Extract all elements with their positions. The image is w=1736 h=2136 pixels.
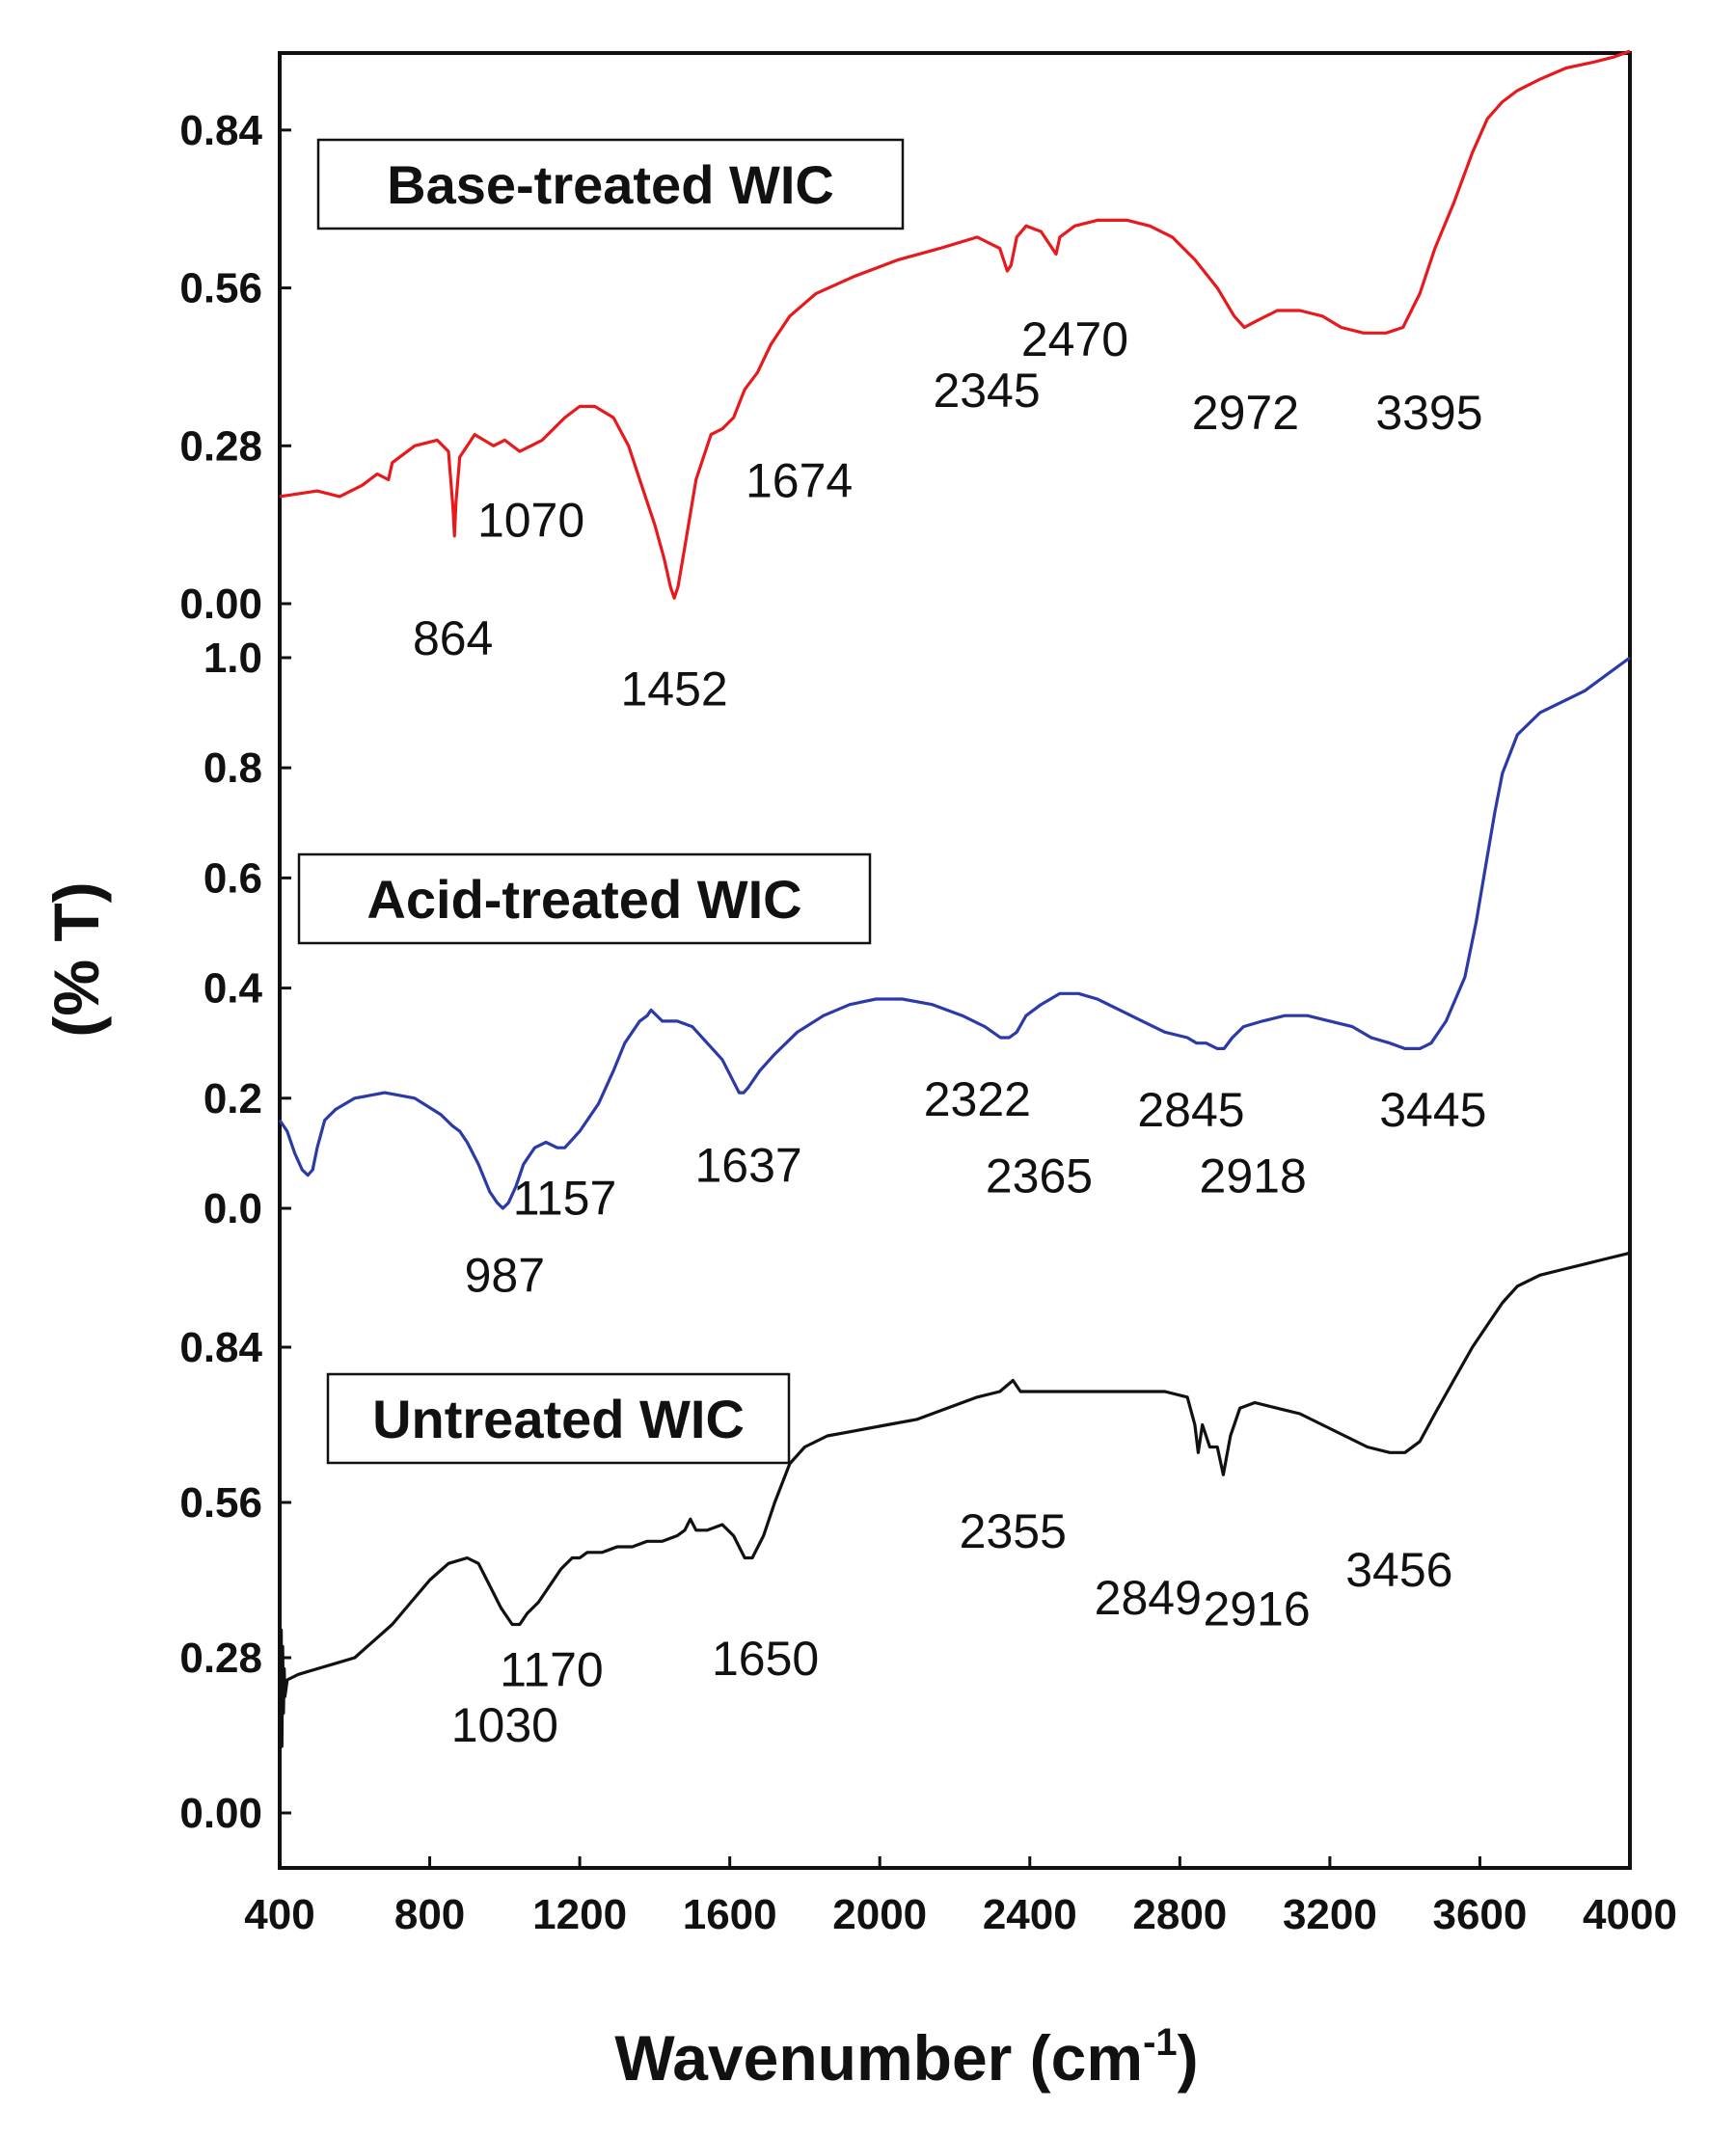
y-tick-label: 0.8 xyxy=(203,744,262,792)
x-tick-label: 2000 xyxy=(832,1891,927,1938)
peak-label: 1030 xyxy=(451,1698,558,1752)
x-tick-label: 400 xyxy=(244,1891,314,1938)
peak-label: 1170 xyxy=(500,1643,604,1697)
x-axis: 400 800 1200 1600 2000 2400 2800 3200 3600 4000 xyxy=(244,1856,1677,1938)
panels-layer: 0.00 0.28 0.56 0.84 Base-treated WIC 864 1070 1… xyxy=(179,49,1631,1837)
y-tick-label: 0.2 xyxy=(203,1075,262,1122)
peak-label: 2849 xyxy=(1095,1571,1202,1625)
x-axis-title: Wavenumber (cm-1) xyxy=(614,2021,1198,2094)
peak-label: 1637 xyxy=(694,1138,801,1192)
x-tick-label: 2800 xyxy=(1132,1891,1227,1938)
series-name-label: Untreated WIC xyxy=(372,1389,745,1449)
peak-label: 987 xyxy=(465,1249,545,1303)
peak-label: 3445 xyxy=(1379,1083,1486,1137)
series-line xyxy=(279,49,1631,600)
x-tick-label: 3200 xyxy=(1283,1891,1377,1938)
panel-0: 0.00 0.28 0.56 0.84 Base-treated WIC 864 1070 1… xyxy=(179,49,1631,717)
peak-label: 2355 xyxy=(960,1504,1067,1558)
y-axis-title: (% T) xyxy=(41,881,112,1037)
x-tick-label: 2400 xyxy=(983,1891,1077,1938)
y-tick-label: 0.56 xyxy=(179,265,262,312)
x-tick-label: 1600 xyxy=(683,1891,777,1938)
series-name-label: Base-treated WIC xyxy=(387,154,834,215)
peak-label: 2345 xyxy=(933,364,1040,418)
peak-label: 1452 xyxy=(620,662,727,717)
peak-label: 2365 xyxy=(986,1149,1093,1203)
legend-box xyxy=(297,852,872,945)
peak-label: 2322 xyxy=(924,1072,1031,1126)
series-line xyxy=(278,1251,1631,1786)
series-line xyxy=(278,656,1631,1210)
y-tick-label: 0.28 xyxy=(179,1635,262,1682)
y-tick-label: 0.84 xyxy=(179,107,262,154)
plot-frame xyxy=(278,51,1632,1870)
x-tick-label: 1200 xyxy=(532,1891,627,1938)
peak-label: 1070 xyxy=(477,493,584,547)
y-tick-label: 1.0 xyxy=(203,635,262,682)
x-tick-label: 4000 xyxy=(1583,1891,1677,1938)
y-tick-label: 0.4 xyxy=(203,965,263,1013)
y-tick-label: 0.00 xyxy=(179,1790,262,1837)
peak-label: 864 xyxy=(413,611,493,665)
y-tick-label: 0.28 xyxy=(179,422,262,470)
peak-label: 3395 xyxy=(1375,386,1482,440)
panel-1: 0.0 0.2 0.4 0.6 0.8 1.0 Acid-treated WIC 987 115… xyxy=(203,635,1631,1303)
peak-label: 1674 xyxy=(746,453,853,507)
y-tick-label: 0.56 xyxy=(179,1479,262,1527)
legend-box xyxy=(326,1372,791,1465)
series-name-label: Acid-treated WIC xyxy=(366,869,801,930)
x-tick-label: 800 xyxy=(394,1891,465,1938)
y-tick-label: 0.84 xyxy=(179,1324,262,1371)
y-tick-label: 0.6 xyxy=(203,854,262,902)
peak-label: 2972 xyxy=(1192,386,1299,440)
x-tick-label: 3600 xyxy=(1432,1891,1527,1938)
peak-label: 2918 xyxy=(1200,1149,1307,1203)
peak-label: 1157 xyxy=(513,1172,617,1226)
peak-label: 3456 xyxy=(1345,1543,1452,1597)
peak-label: 2845 xyxy=(1137,1083,1244,1137)
y-tick-label: 0.0 xyxy=(203,1185,262,1232)
peak-label: 1650 xyxy=(712,1632,819,1686)
y-tick-label: 0.00 xyxy=(179,581,262,628)
legend-box xyxy=(316,138,905,230)
peak-label: 2916 xyxy=(1203,1582,1310,1636)
peak-label: 2470 xyxy=(1021,312,1128,366)
